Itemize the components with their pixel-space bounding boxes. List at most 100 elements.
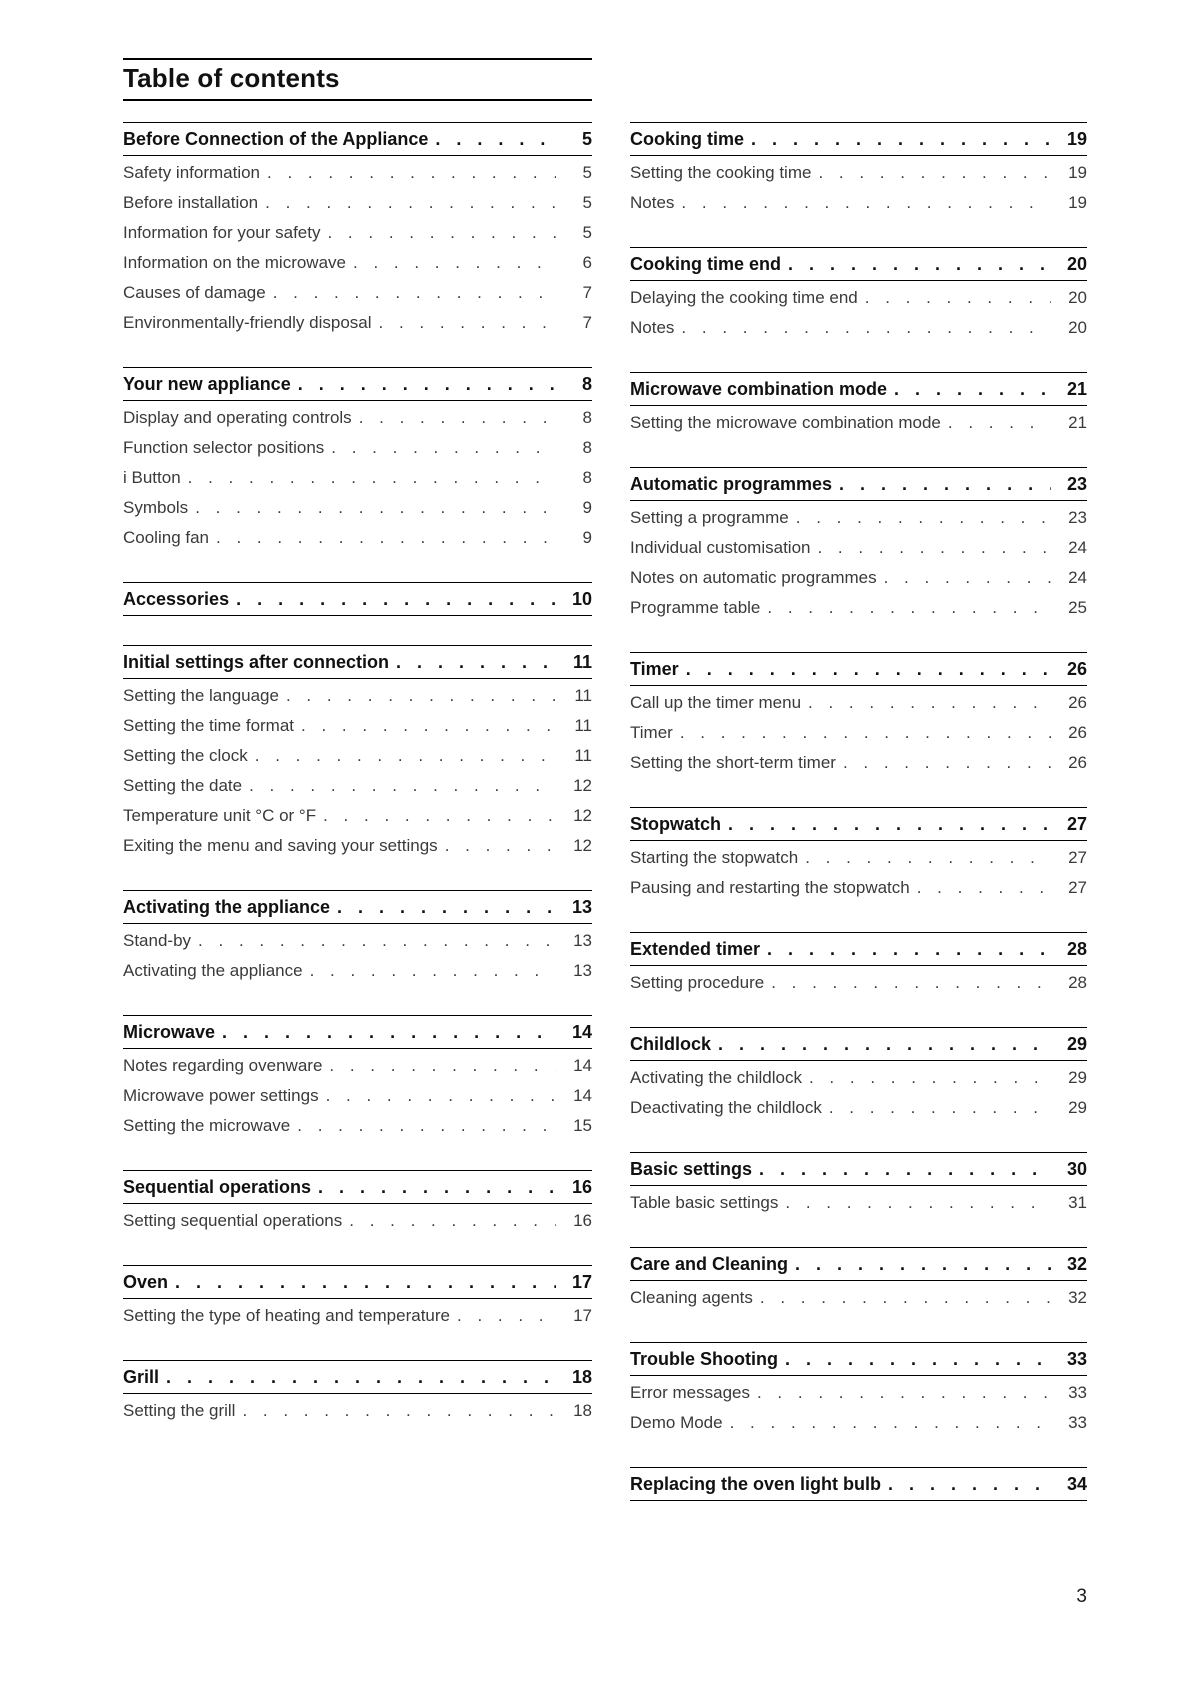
toc-entry: Microwave power settings 14 [123,1081,592,1111]
dot-leader [681,313,1051,343]
toc-section-title: Basic settings [630,1159,753,1179]
toc-entry-page: 28 [1068,973,1087,992]
toc-section-page: 26 [1066,659,1087,679]
toc-entry-label: Symbols [123,498,189,517]
toc-section: Grill 18 Setting the grill 18 [123,1360,592,1426]
toc-entry-label: Microwave power settings [123,1086,319,1105]
toc-entry-page: 14 [573,1056,592,1075]
toc-entry-label: Programme table [630,598,761,617]
dot-leader [286,681,556,711]
dot-leader [298,373,556,395]
dot-leader [175,1271,556,1293]
dot-leader [329,1051,556,1081]
toc-entry-label: Setting sequential operations [123,1211,343,1230]
dot-leader [843,748,1051,778]
toc-entry-page: 8 [582,438,592,457]
toc-entry: Programme table 25 [630,593,1087,623]
toc-entry-page: 26 [1068,693,1087,712]
toc-entry: Setting a programme 23 [630,503,1087,533]
toc-entry-page: 29 [1068,1068,1087,1087]
toc-section-header: Care and Cleaning 32 [630,1248,1087,1281]
toc-section: Basic settings 30 Table basic settings 31 [630,1152,1087,1218]
toc-entry-label: Cooling fan [123,528,210,547]
toc-section: Timer26Call up the timer menu26Timer26Se… [630,652,1087,778]
toc-entry-page: 32 [1068,1288,1087,1307]
toc-entry: Activating the appliance 13 [123,956,592,986]
toc-section-page: 33 [1066,1349,1087,1369]
toc-entry: Table basic settings 31 [630,1188,1087,1218]
toc-section-header: Childlock 29 [630,1028,1087,1061]
dot-leader [917,873,1051,903]
toc-entry-list: Delaying the cooking time end 20 Notes 20 [630,281,1087,343]
toc-entry-list: Safety information5 Before installation 5 I… [123,156,592,338]
toc-entry-page: 33 [1068,1383,1087,1402]
toc-section-header: Cooking time 19 [630,123,1087,156]
toc-entry-page: 24 [1068,568,1087,587]
toc-entry-label: Call up the timer menu [630,693,802,712]
toc-entry-page: 27 [1068,878,1087,897]
toc-section-page: 34 [1066,1474,1087,1494]
toc-entry-label: Before installation [123,193,259,212]
toc-entry-label: Pausing and restarting the stopwatch [630,878,910,897]
toc-entry-list: Setting the cooking time 19 Notes 19 [630,156,1087,218]
toc-entry-label: i Button [123,468,181,487]
toc-entry-label: Notes [630,193,675,212]
toc-entry-list: Setting a programme 23 Individual customis… [630,501,1087,623]
toc-entry: Notes regarding ovenware 14 [123,1051,592,1081]
toc-section-title: Grill [123,1367,160,1387]
toc-entry: Deactivating the childlock 29 [630,1093,1087,1123]
dot-leader [718,1033,1051,1055]
toc-entry-list: Setting the grill 18 [123,1394,592,1426]
dot-leader [888,1473,1051,1495]
toc-entry-label: Demo Mode [630,1413,723,1432]
toc-entry: Causes of damage 7 [123,278,592,308]
dot-leader [728,813,1051,835]
dot-leader [894,378,1051,400]
toc-section-header: Replacing the oven light bulb 34 [630,1468,1087,1501]
toc-section-title: Sequential operations [123,1177,312,1197]
toc-entry: Function selector positions 8 [123,433,592,463]
toc-entry-page: 5 [582,193,592,212]
toc-section-header: Microwave combination mode 21 [630,373,1087,406]
toc-entry-page: 14 [573,1086,592,1105]
dot-leader [818,158,1051,188]
toc-entry: Starting the stopwatch 27 [630,843,1087,873]
toc-section-page: 20 [1066,254,1087,274]
toc-section: Automatic programmes23Setting a programm… [630,467,1087,623]
dot-leader [323,801,556,831]
dot-leader [808,688,1051,718]
toc-entry-page: 8 [582,408,592,427]
toc-section-title: Automatic programmes [630,474,833,494]
toc-section-title: Cooking time [630,129,745,149]
toc-entry: Setting procedure 28 [630,968,1087,998]
toc-entry: Delaying the cooking time end 20 [630,283,1087,313]
toc-entry-page: 31 [1068,1193,1087,1212]
toc-entry-label: Function selector positions [123,438,325,457]
dot-leader [297,1111,556,1141]
toc-entry-label: Stand-by [123,931,192,950]
toc-entry-page: 25 [1068,598,1087,617]
toc-entry: Setting the microwave 15 [123,1111,592,1141]
page-number: 3 [1076,1586,1087,1607]
dot-leader [236,588,556,610]
toc-entry: Setting the type of heating and temperat… [123,1301,592,1331]
toc-entry-list: Setting the language11Setting the time f… [123,679,592,861]
toc-section-title: Accessories [123,589,230,609]
dot-leader [817,533,1051,563]
toc-entry: Safety information 5 [123,158,592,188]
toc-section-page: 27 [1066,814,1087,834]
toc-entry-list: Notes regarding ovenware14Microwave powe… [123,1049,592,1141]
toc-entry-list: Table basic settings 31 [630,1186,1087,1218]
dot-leader [767,938,1051,960]
toc-entry-label: Information for your safety [123,223,321,242]
toc-section: Childlock29Activating the childlock29Dea… [630,1027,1087,1123]
page-title: Table of contents [123,58,592,101]
toc-entry-list: Error messages 33 Demo Mode 33 [630,1376,1087,1438]
toc-section: Microwave combination mode21Setting the … [630,372,1087,438]
dot-leader [805,843,1051,873]
toc-entry: Setting the grill 18 [123,1396,592,1426]
toc-entry: Information for your safety 5 [123,218,592,248]
toc-entry-label: Individual customisation [630,538,811,557]
toc-entry: Setting the short-term timer 26 [630,748,1087,778]
dot-leader [327,218,556,248]
